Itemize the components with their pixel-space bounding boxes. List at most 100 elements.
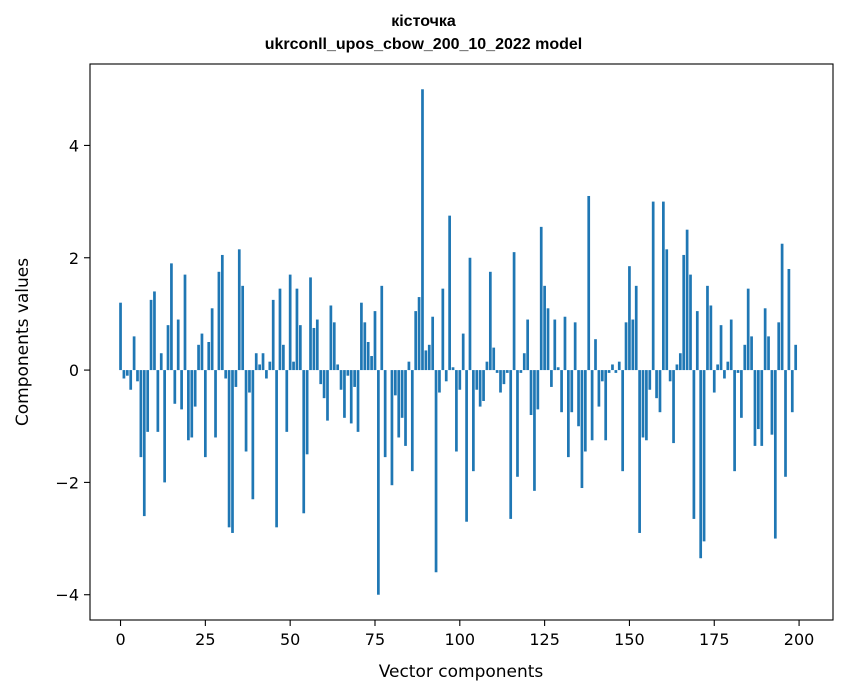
bar: [767, 336, 770, 371]
bar: [587, 195, 591, 371]
bar: [465, 370, 468, 522]
bar: [142, 370, 146, 517]
bar: [285, 370, 289, 432]
bar: [349, 370, 353, 424]
bar: [187, 370, 190, 441]
bar: [780, 243, 784, 371]
bar: [434, 370, 438, 573]
bar: [678, 353, 682, 371]
bar: [777, 322, 781, 371]
bar: [563, 316, 567, 371]
bar: [570, 370, 574, 413]
bar: [136, 370, 139, 382]
bar: [298, 325, 302, 371]
bar: [580, 370, 584, 489]
bar: [638, 370, 641, 533]
bar: [244, 370, 248, 452]
bar: [234, 370, 238, 387]
bar: [207, 342, 211, 371]
x-axis-label: Vector components: [379, 662, 544, 682]
bar: [763, 308, 767, 371]
bar: [736, 370, 740, 373]
y-tick-label: 2: [69, 249, 79, 268]
bar: [383, 370, 387, 458]
bar: [380, 285, 384, 371]
bar: [641, 370, 645, 438]
bar: [706, 285, 709, 371]
bar: [726, 361, 730, 371]
bar: [502, 370, 506, 385]
bar: [590, 370, 594, 441]
bar: [312, 327, 316, 371]
bar: [166, 325, 170, 371]
bar: [159, 353, 163, 371]
bar: [129, 370, 133, 390]
bar: [149, 299, 153, 371]
bar: [675, 364, 679, 371]
bar: [210, 308, 214, 371]
bar: [488, 271, 492, 371]
x-tick-label: 100: [445, 630, 476, 649]
bar: [543, 285, 546, 371]
bar: [332, 322, 336, 371]
bar: [180, 370, 183, 410]
bar: [217, 271, 221, 371]
bar: [275, 370, 278, 528]
bar: [577, 370, 580, 427]
bar: [628, 266, 631, 371]
bar: [709, 305, 713, 371]
bar: [607, 370, 611, 373]
bar: [353, 370, 356, 387]
bar: [390, 370, 394, 486]
bar: [122, 370, 126, 379]
bar: [163, 370, 166, 483]
bar: [522, 353, 526, 371]
bar: [343, 370, 346, 418]
bar: [231, 370, 234, 533]
bar: [729, 319, 733, 371]
bar: [553, 319, 557, 371]
bar: [702, 370, 706, 542]
bar: [472, 370, 475, 472]
bar: [424, 350, 428, 371]
bar: [662, 201, 665, 371]
bar: [505, 370, 509, 373]
bar: [492, 347, 496, 371]
bar: [197, 344, 200, 371]
bar: [176, 319, 180, 371]
bar: [634, 285, 638, 371]
x-tick-label: 200: [784, 630, 815, 649]
bar: [733, 370, 736, 472]
bar: [526, 319, 530, 371]
chart-title: кісточка: [391, 13, 456, 30]
y-tick-label: −2: [55, 473, 79, 492]
bar: [794, 344, 798, 371]
bar: [305, 370, 309, 455]
bar: [651, 201, 655, 371]
bar: [346, 370, 350, 376]
bar: [251, 370, 255, 500]
bar: [377, 370, 380, 595]
bar: [668, 370, 672, 382]
bar: [546, 308, 550, 371]
bar: [536, 370, 540, 410]
bar: [529, 370, 533, 416]
bar: [509, 370, 513, 519]
x-tick-label: 125: [529, 630, 560, 649]
bar: [370, 356, 373, 371]
bar: [265, 370, 268, 379]
bar: [519, 370, 523, 373]
bar: [224, 370, 228, 379]
bar: [560, 370, 563, 413]
bar: [740, 370, 743, 418]
bar: [458, 370, 462, 390]
bar: [309, 277, 312, 371]
bar: [170, 263, 173, 371]
bar: [183, 274, 187, 371]
bar: [302, 370, 306, 514]
bar: [366, 342, 370, 371]
bar: [254, 353, 258, 371]
bar: [682, 254, 686, 371]
bar: [421, 89, 424, 371]
bar: [360, 302, 363, 371]
